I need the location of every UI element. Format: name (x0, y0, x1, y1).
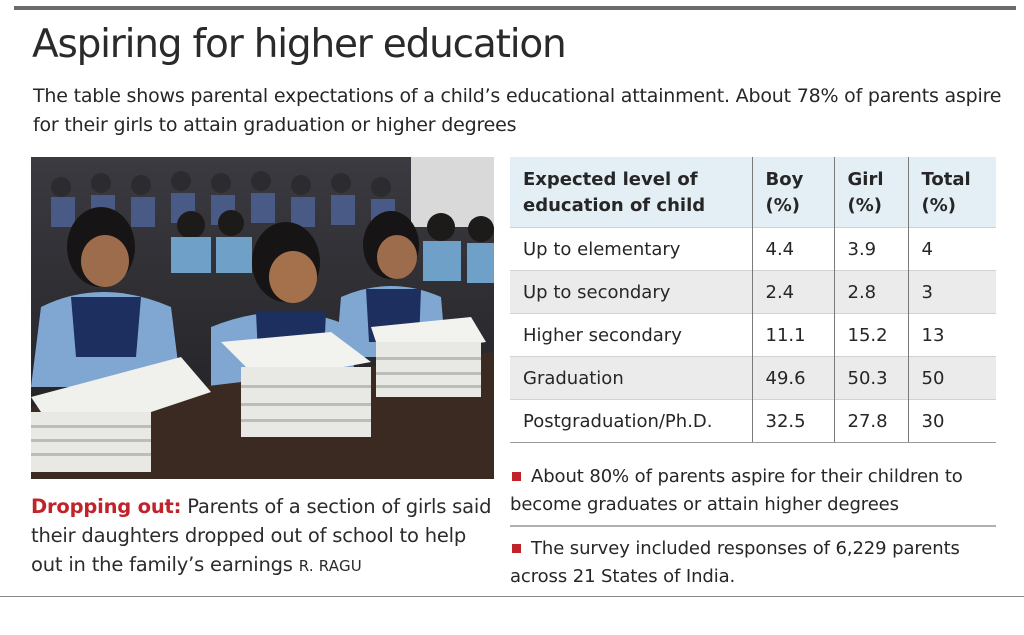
square-bullet-icon (512, 471, 521, 481)
page-subtitle: The table shows parental expectations of… (33, 85, 1002, 136)
table-row: Higher secondary 11.1 15.2 13 (510, 313, 996, 357)
cell-level: Postgraduation/Ph.D. (510, 399, 752, 443)
table-row: Graduation 49.6 50.3 50 (510, 356, 996, 400)
expectations-table: Expected level of education of child Boy… (510, 157, 996, 443)
square-bullet-icon (512, 543, 521, 553)
caption-text: Parents of a section of girls said their… (31, 495, 492, 576)
table-row: Postgraduation/Ph.D. 32.5 27.8 30 (510, 399, 996, 443)
header-boy: Boy (%) (751, 157, 834, 228)
cell-boy: 2.4 (751, 270, 834, 314)
finding-text: The survey included responses of 6,229 p… (510, 538, 960, 587)
cell-total: 30 (907, 399, 996, 443)
cell-level: Up to elementary (510, 227, 752, 271)
header-total: Total (%) (907, 157, 996, 228)
table-row: Up to secondary 2.4 2.8 3 (510, 270, 996, 314)
finding-text: About 80% of parents aspire for their ch… (510, 466, 963, 515)
key-findings: About 80% of parents aspire for their ch… (510, 463, 996, 597)
cell-girl: 3.9 (833, 227, 908, 271)
bottom-rule (0, 596, 1024, 597)
cell-total: 4 (907, 227, 996, 271)
cell-level: Higher secondary (510, 313, 752, 357)
photo-credit: R. RAGU (298, 557, 362, 575)
cell-total: 13 (907, 313, 996, 357)
cell-boy: 11.1 (751, 313, 834, 357)
cell-level: Graduation (510, 356, 752, 400)
cell-level: Up to secondary (510, 270, 752, 314)
cell-girl: 27.8 (833, 399, 908, 443)
caption-lead: Dropping out: (31, 495, 182, 518)
top-rule (14, 6, 1016, 10)
cell-girl: 50.3 (833, 356, 908, 400)
news-photo (31, 157, 494, 479)
table-header-row: Expected level of education of child Boy… (510, 157, 996, 228)
cell-boy: 49.6 (751, 356, 834, 400)
table-row: Up to elementary 4.4 3.9 4 (510, 227, 996, 271)
cell-boy: 4.4 (751, 227, 834, 271)
finding-item: About 80% of parents aspire for their ch… (510, 463, 996, 525)
cell-total: 3 (907, 270, 996, 314)
cell-girl: 15.2 (833, 313, 908, 357)
header-level: Expected level of education of child (510, 157, 752, 228)
header-girl: Girl (%) (833, 157, 908, 228)
cell-girl: 2.8 (833, 270, 908, 314)
cell-boy: 32.5 (751, 399, 834, 443)
finding-item: The survey included responses of 6,229 p… (510, 525, 996, 597)
photo-caption: Dropping out: Parents of a section of gi… (31, 492, 501, 581)
page-title: Aspiring for higher education (32, 22, 567, 67)
cell-total: 50 (907, 356, 996, 400)
